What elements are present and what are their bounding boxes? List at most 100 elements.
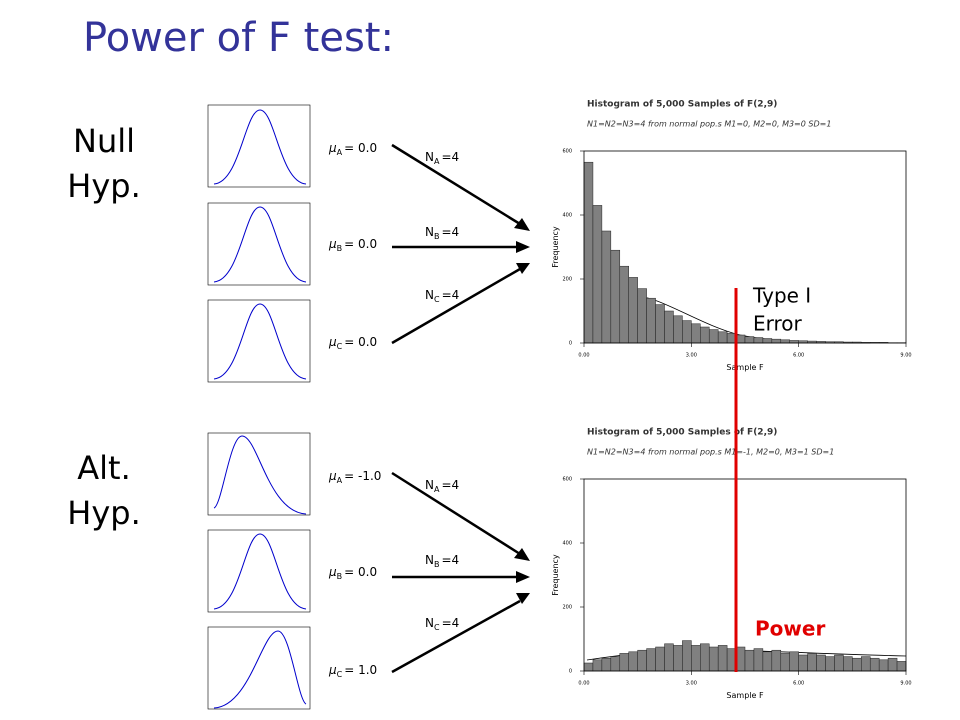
bar	[798, 654, 808, 672]
y-axis-label: Frequency	[551, 226, 560, 268]
symbol: N	[425, 288, 434, 302]
bar	[816, 654, 826, 672]
subscript: C	[434, 295, 440, 304]
bar	[717, 331, 728, 344]
bar	[708, 646, 719, 672]
mean-label: μC = 1.0	[328, 663, 377, 679]
bar	[646, 648, 656, 672]
bar	[583, 161, 594, 344]
x-tick-label: 3.00	[686, 353, 697, 359]
x-tick-label: 6.00	[793, 681, 804, 687]
bar	[655, 646, 665, 672]
symbol: μ	[328, 565, 337, 579]
bar	[852, 657, 862, 672]
bar	[700, 643, 710, 672]
bar	[682, 640, 692, 672]
subscript: A	[434, 485, 440, 494]
value-text: = 0.0	[344, 335, 377, 349]
bar	[691, 323, 701, 344]
x-tick-label: 9.00	[900, 681, 911, 687]
bar	[673, 645, 683, 672]
subscript: B	[337, 244, 343, 253]
subscript: C	[337, 670, 343, 679]
y-tick-label: 200	[562, 277, 572, 283]
bar	[646, 297, 656, 344]
bar	[673, 315, 683, 344]
bar	[762, 338, 773, 344]
bar	[583, 662, 594, 672]
bar	[753, 648, 764, 672]
value-text: = 1.0	[344, 663, 377, 677]
chart-subtitle: N1=N2=N3=4 from normal pop.s M1=-1, M2=0…	[587, 448, 834, 457]
bar	[771, 338, 782, 344]
bar	[878, 659, 889, 672]
chart-subtitle: N1=N2=N3=4 from normal pop.s M1=0, M2=0,…	[587, 120, 831, 129]
bar	[896, 661, 907, 672]
group-label: Alt.	[77, 449, 131, 487]
x-tick-label: 9.00	[900, 353, 911, 359]
group-label: Null	[73, 122, 135, 160]
value-text: = -1.0	[344, 469, 381, 483]
bar	[619, 265, 629, 344]
symbol: N	[425, 150, 434, 164]
bar	[637, 649, 647, 672]
symbol: N	[425, 553, 434, 567]
bar	[601, 230, 612, 344]
bar	[887, 657, 898, 672]
annotation: Power	[755, 617, 825, 641]
y-tick-label: 400	[562, 541, 572, 547]
value-text: =4	[442, 616, 460, 630]
bar	[843, 656, 853, 672]
slide-title: Power of F test:	[83, 15, 394, 61]
subscript: C	[337, 342, 343, 351]
y-tick-label: 400	[562, 213, 572, 219]
plot-frame	[583, 150, 907, 344]
bar	[825, 656, 835, 672]
size-label: NB =4	[425, 553, 459, 569]
bar	[655, 304, 665, 344]
bar	[717, 645, 728, 672]
subscript: A	[434, 157, 440, 166]
bar	[610, 249, 621, 344]
bar	[807, 653, 817, 672]
bar	[771, 649, 782, 672]
group-label: Hyp.	[67, 167, 140, 205]
arrows	[391, 143, 521, 674]
value-text: = 0.0	[344, 565, 377, 579]
bar	[861, 656, 871, 672]
bar	[780, 339, 790, 344]
subscript: B	[434, 232, 440, 241]
bar	[664, 643, 674, 672]
x-tick-label: 6.00	[793, 353, 804, 359]
symbol: μ	[328, 335, 337, 349]
y-tick-label: 200	[562, 605, 572, 611]
size-label: NC =4	[425, 616, 459, 632]
value-text: =4	[441, 478, 459, 492]
bar	[789, 651, 799, 672]
x-axis-label: Sample F	[726, 691, 764, 700]
size-label: NC =4	[425, 288, 459, 304]
bar	[762, 651, 773, 672]
value-text: =4	[442, 288, 460, 302]
annotation: Error	[753, 312, 803, 336]
subscript: A	[337, 476, 343, 485]
x-axis-label: Sample F	[726, 363, 764, 372]
y-axis-label: Frequency	[551, 554, 560, 596]
arrow-heads	[514, 218, 530, 604]
bar	[601, 657, 612, 672]
bar	[691, 645, 701, 672]
symbol: μ	[328, 469, 337, 483]
x-tick-label: 0.00	[578, 353, 589, 359]
bar	[610, 656, 621, 672]
y-tick-label: 600	[562, 477, 572, 483]
bar	[664, 310, 674, 344]
bar	[780, 653, 790, 672]
value-text: = 0.0	[344, 141, 377, 155]
mean-label: μA = 0.0	[328, 141, 377, 157]
x-tick-label: 3.00	[686, 681, 697, 687]
subscript: A	[337, 148, 343, 157]
bar	[592, 659, 603, 672]
bar	[708, 329, 719, 344]
